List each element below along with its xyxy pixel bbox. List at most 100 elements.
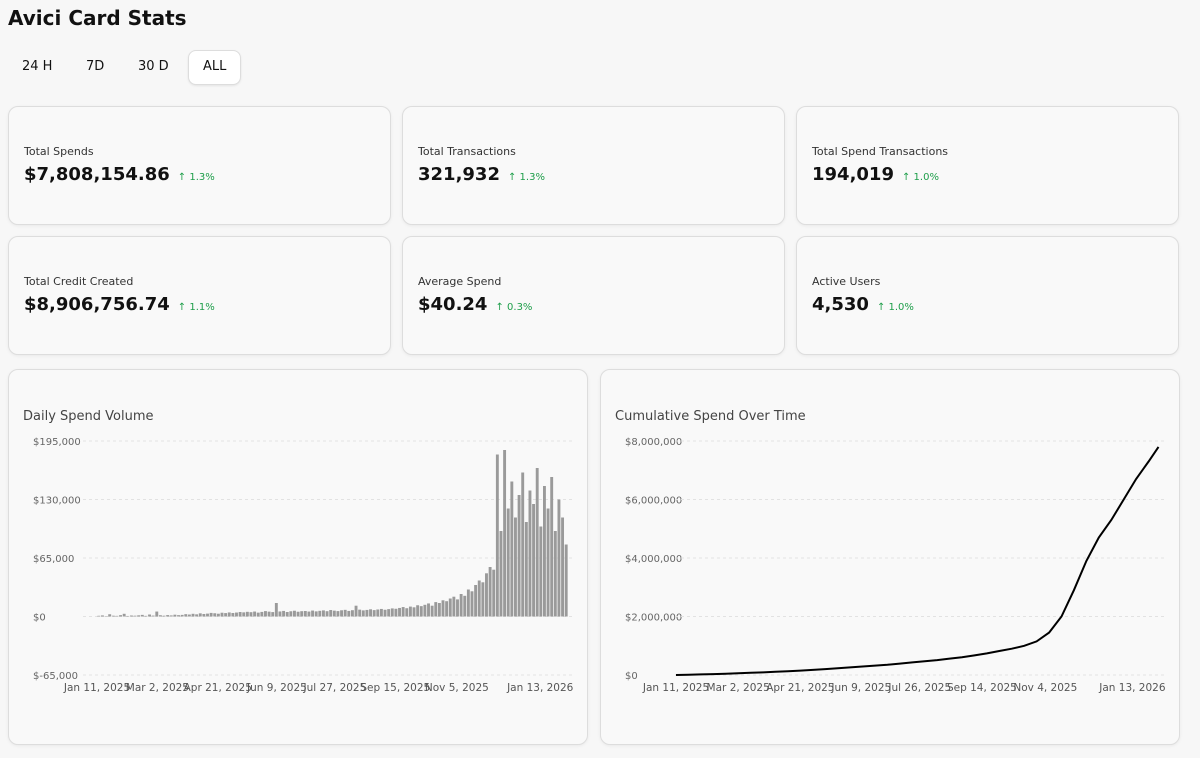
stat-value-row: $8,906,756.74 ↑ 1.1% xyxy=(24,294,215,315)
bar xyxy=(477,580,481,617)
bar xyxy=(293,610,296,617)
stat-card: Total Credit Created $8,906,756.74 ↑ 1.1% xyxy=(8,236,391,355)
bar xyxy=(514,517,517,617)
bar xyxy=(318,610,322,617)
bar xyxy=(325,611,329,617)
bar xyxy=(517,495,521,617)
x-tick-label: Sep 14, 2025 xyxy=(947,682,1017,694)
bar xyxy=(267,611,271,617)
bar xyxy=(401,607,405,617)
time-tab[interactable]: 7D xyxy=(86,59,105,74)
line xyxy=(675,446,1160,676)
chart-title: Daily Spend Volume xyxy=(23,409,154,424)
bar xyxy=(387,609,391,617)
x-tick-label: Jan 11, 2025 xyxy=(642,682,709,694)
bar xyxy=(488,567,492,617)
bar xyxy=(148,614,151,617)
bar xyxy=(456,599,459,617)
bar xyxy=(216,613,220,617)
x-tick-label: Nov 4, 2025 xyxy=(1013,682,1077,694)
stat-change: ↑ 1.0% xyxy=(876,302,914,313)
bar xyxy=(213,613,217,617)
stat-change: ↑ 0.3% xyxy=(495,302,533,313)
bar xyxy=(550,477,554,617)
x-tick-label: Jan 11, 2025 xyxy=(63,682,130,694)
bar xyxy=(553,531,557,617)
bar xyxy=(412,607,416,617)
stat-change: ↑ 1.0% xyxy=(901,172,939,183)
y-tick-label: $195,000 xyxy=(33,437,81,448)
x-tick-label: Apr 21, 2025 xyxy=(184,682,252,694)
bar xyxy=(452,596,456,617)
x-tick-label: Jul 26, 2025 xyxy=(887,682,951,694)
bar xyxy=(122,613,126,617)
stat-change-value: 1.1% xyxy=(189,302,215,313)
stat-change-value: 1.3% xyxy=(519,172,545,183)
bar xyxy=(249,612,253,617)
x-tick-label: Apr 21, 2025 xyxy=(766,682,834,694)
bar xyxy=(539,526,543,617)
bar xyxy=(524,522,528,617)
x-tick-label: Jul 27, 2025 xyxy=(303,682,367,694)
stat-value-row: 321,932 ↑ 1.3% xyxy=(418,164,545,185)
bar xyxy=(358,609,362,617)
bar xyxy=(274,603,278,617)
stat-value: 4,530 xyxy=(812,294,869,315)
bar xyxy=(532,504,536,617)
stat-label: Average Spend xyxy=(418,275,502,288)
bar xyxy=(162,615,166,617)
bar xyxy=(336,611,340,617)
bar xyxy=(140,614,144,617)
bar xyxy=(561,517,565,617)
y-tick-label: $130,000 xyxy=(33,496,81,507)
bar xyxy=(427,603,430,617)
bar xyxy=(195,614,199,617)
bar xyxy=(347,610,351,617)
bar xyxy=(119,615,122,617)
bar xyxy=(173,614,177,617)
stat-value: 321,932 xyxy=(418,164,500,185)
stat-value: $8,906,756.74 xyxy=(24,294,170,315)
stat-card: Total Spends $7,808,154.86 ↑ 1.3% xyxy=(8,106,391,225)
bar xyxy=(383,609,387,617)
time-tab[interactable]: 30 D xyxy=(138,59,169,74)
bar xyxy=(557,499,561,617)
stat-value: $40.24 xyxy=(418,294,488,315)
bar xyxy=(343,609,347,617)
bar xyxy=(271,612,275,617)
bar xyxy=(300,611,304,617)
page-title: Avici Card Stats xyxy=(8,6,187,30)
bar xyxy=(289,611,293,617)
bar xyxy=(419,606,423,617)
bar xyxy=(340,610,344,617)
bar xyxy=(466,589,470,617)
bar xyxy=(492,569,496,617)
x-tick-label: Jun 9, 2025 xyxy=(830,682,891,694)
x-tick-label: Jan 13, 2026 xyxy=(506,682,574,694)
bar xyxy=(184,614,188,617)
bar xyxy=(441,600,445,617)
time-tab[interactable]: 24 H xyxy=(22,59,53,74)
bar xyxy=(495,454,499,617)
bar xyxy=(253,611,257,617)
bar xyxy=(332,610,336,617)
bar xyxy=(224,613,228,617)
bar xyxy=(546,508,550,617)
bar xyxy=(564,544,568,617)
bar xyxy=(169,615,173,617)
bar xyxy=(369,609,372,617)
bar xyxy=(97,615,101,617)
chart-card xyxy=(8,369,588,745)
bar xyxy=(423,604,427,617)
stat-value: $7,808,154.86 xyxy=(24,164,170,185)
bar xyxy=(416,605,420,617)
bar xyxy=(137,615,141,617)
bar xyxy=(535,468,539,617)
time-tab[interactable]: ALL xyxy=(188,50,242,85)
bar xyxy=(180,614,184,617)
bar xyxy=(448,598,452,617)
bar xyxy=(231,612,235,617)
bar xyxy=(111,615,115,617)
stat-card: Total Spend Transactions 194,019 ↑ 1.0% xyxy=(796,106,1179,225)
